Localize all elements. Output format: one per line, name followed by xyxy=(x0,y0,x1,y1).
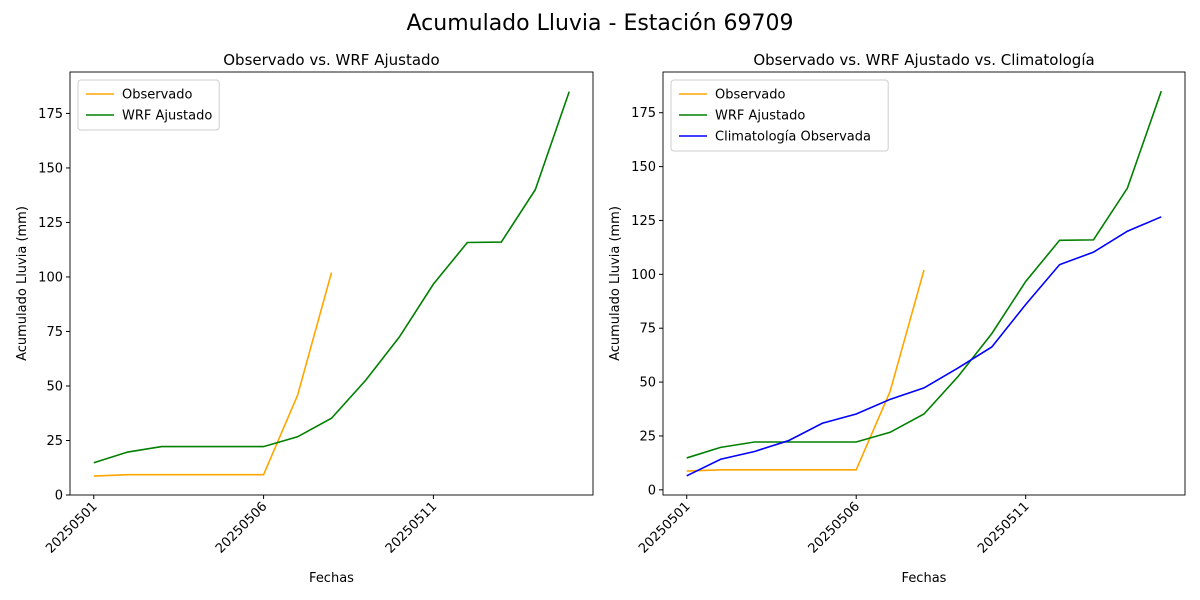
y-tick-label: 100 xyxy=(631,268,656,283)
x-tick-label: 20250506 xyxy=(806,499,863,556)
y-tick-label: 75 xyxy=(639,322,656,337)
x-tick-label: 20250511 xyxy=(383,499,440,556)
y-tick-label: 150 xyxy=(631,160,656,175)
y-tick-label: 25 xyxy=(46,434,63,449)
x-axis-label: Fechas xyxy=(902,571,947,586)
y-axis-label: Acumulado Lluvia (mm) xyxy=(15,206,30,361)
y-tick-label: 125 xyxy=(38,216,63,231)
y-tick-label: 125 xyxy=(631,214,656,229)
series-line xyxy=(93,91,570,464)
axes-frame xyxy=(69,71,594,496)
y-tick-label: 75 xyxy=(46,325,63,340)
y-tick-label: 100 xyxy=(38,270,63,285)
y-tick-label: 0 xyxy=(55,489,63,504)
y-tick-label: 0 xyxy=(648,483,656,498)
legend-label: Observado xyxy=(715,88,786,103)
legend-label: WRF Ajustado xyxy=(715,109,805,124)
legend-label: Climatología Observada xyxy=(715,130,871,145)
y-tick-label: 150 xyxy=(38,161,63,176)
y-tick-label: 50 xyxy=(46,379,63,394)
x-tick-label: 20250511 xyxy=(975,499,1032,556)
legend-label: Observado xyxy=(122,88,193,103)
y-tick-label: 175 xyxy=(38,107,63,122)
x-tick-label: 20250501 xyxy=(43,499,100,556)
x-tick-label: 20250506 xyxy=(213,499,270,556)
figure-title: Acumulado Lluvia - Estación 69709 xyxy=(407,11,794,36)
legend-box xyxy=(77,79,220,131)
series-line xyxy=(686,216,1162,477)
y-tick-label: 175 xyxy=(631,106,656,121)
legend-label: WRF Ajustado xyxy=(122,109,212,124)
y-tick-label: 50 xyxy=(639,376,656,391)
y-tick-label: 25 xyxy=(639,429,656,444)
series-line xyxy=(686,90,1163,459)
x-axis-label: Fechas xyxy=(309,571,354,586)
series-line xyxy=(93,272,333,477)
axes-title: Observado vs. WRF Ajustado vs. Climatolo… xyxy=(753,51,1094,69)
series-line xyxy=(686,269,925,472)
y-axis-label: Acumulado Lluvia (mm) xyxy=(608,206,623,361)
axes-title: Observado vs. WRF Ajustado xyxy=(223,51,439,69)
axes-frame xyxy=(662,71,1186,496)
legend-box xyxy=(670,79,889,152)
x-tick-label: 20250501 xyxy=(636,499,693,556)
